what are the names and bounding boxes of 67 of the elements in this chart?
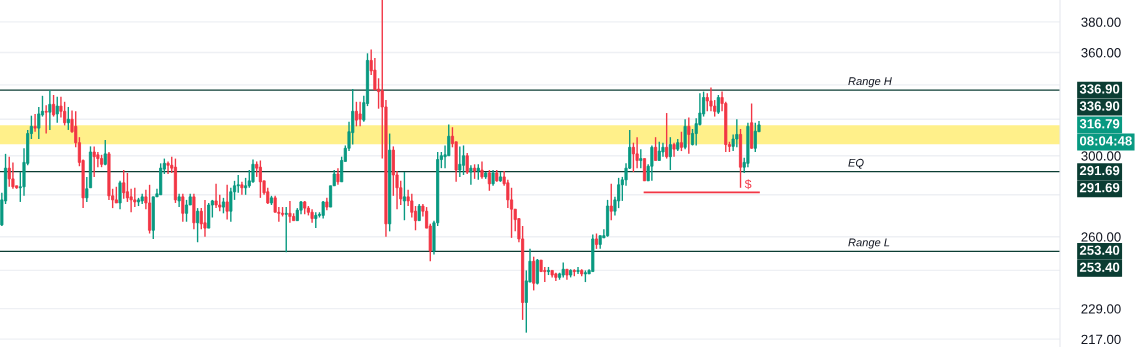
candlestick (358, 101, 362, 128)
candlestick (184, 199, 189, 223)
text: 291.69 (1079, 182, 1120, 193)
candlestick (11, 161, 15, 190)
y-tick-label: 380.00 (1081, 17, 1121, 27)
candlestick (716, 94, 720, 115)
candlestick (103, 139, 107, 166)
candlestick (683, 118, 687, 150)
series-label: $ (744, 179, 752, 190)
ref-line-label: Range H (848, 77, 892, 88)
candlestick (650, 144, 654, 182)
candlestick (354, 101, 358, 128)
y-tick-label: 360.00 (1081, 48, 1121, 58)
candlestick (465, 152, 469, 175)
candlestick (166, 160, 170, 175)
text: 316.79 (1079, 119, 1120, 129)
candlestick (122, 169, 126, 200)
text: 253.40 (1079, 245, 1120, 255)
candlestick (665, 112, 669, 160)
candlestick (214, 183, 218, 209)
candlestick (735, 118, 739, 149)
y-tick-label: 300.00 (1081, 151, 1121, 161)
candlestick (687, 116, 691, 155)
candlestick (631, 141, 635, 173)
ref-line-label: Range L (848, 238, 890, 249)
candlestick (33, 113, 37, 133)
candlestick (532, 256, 536, 292)
candlestick (402, 171, 406, 221)
candlestick (609, 183, 613, 221)
candlestick (576, 266, 580, 275)
candlestick (240, 181, 244, 196)
candlestick (203, 199, 207, 238)
candlestick (44, 104, 48, 135)
candlestick (48, 89, 52, 131)
candlestick (639, 148, 643, 169)
candlestick (284, 206, 288, 253)
candlestick (118, 180, 122, 210)
candlestick (288, 200, 292, 224)
candlestick (469, 164, 473, 186)
candlestick (66, 106, 70, 131)
candlestick (657, 141, 661, 162)
candlestick (207, 202, 211, 229)
candlestick (55, 95, 59, 124)
candlestick (668, 136, 672, 171)
text: 336.90 (1079, 84, 1120, 94)
candlestick (85, 176, 89, 203)
candlestick (133, 187, 137, 208)
y-tick-label: 217.00 (1081, 334, 1121, 345)
candlestick (635, 136, 639, 169)
candlestick (251, 158, 255, 184)
candlestick (458, 145, 462, 178)
candlestick (709, 86, 713, 113)
candlestick (181, 193, 185, 223)
candlestick (7, 155, 11, 188)
candlestick (63, 101, 67, 127)
text: 08:04:48 (1079, 136, 1132, 146)
text: 291.69 (1079, 165, 1120, 176)
candlestick (753, 122, 757, 153)
candlestick (92, 145, 96, 178)
candlestick (51, 94, 56, 118)
y-tick-label: 229.00 (1081, 304, 1121, 314)
text: 336.90 (1079, 101, 1120, 111)
text: 253.40 (1079, 262, 1120, 272)
candlestick (225, 184, 229, 221)
candlestick (461, 144, 466, 176)
ref-line-label: EQ (848, 158, 864, 169)
y-tick-label: 260.00 (1081, 232, 1121, 242)
